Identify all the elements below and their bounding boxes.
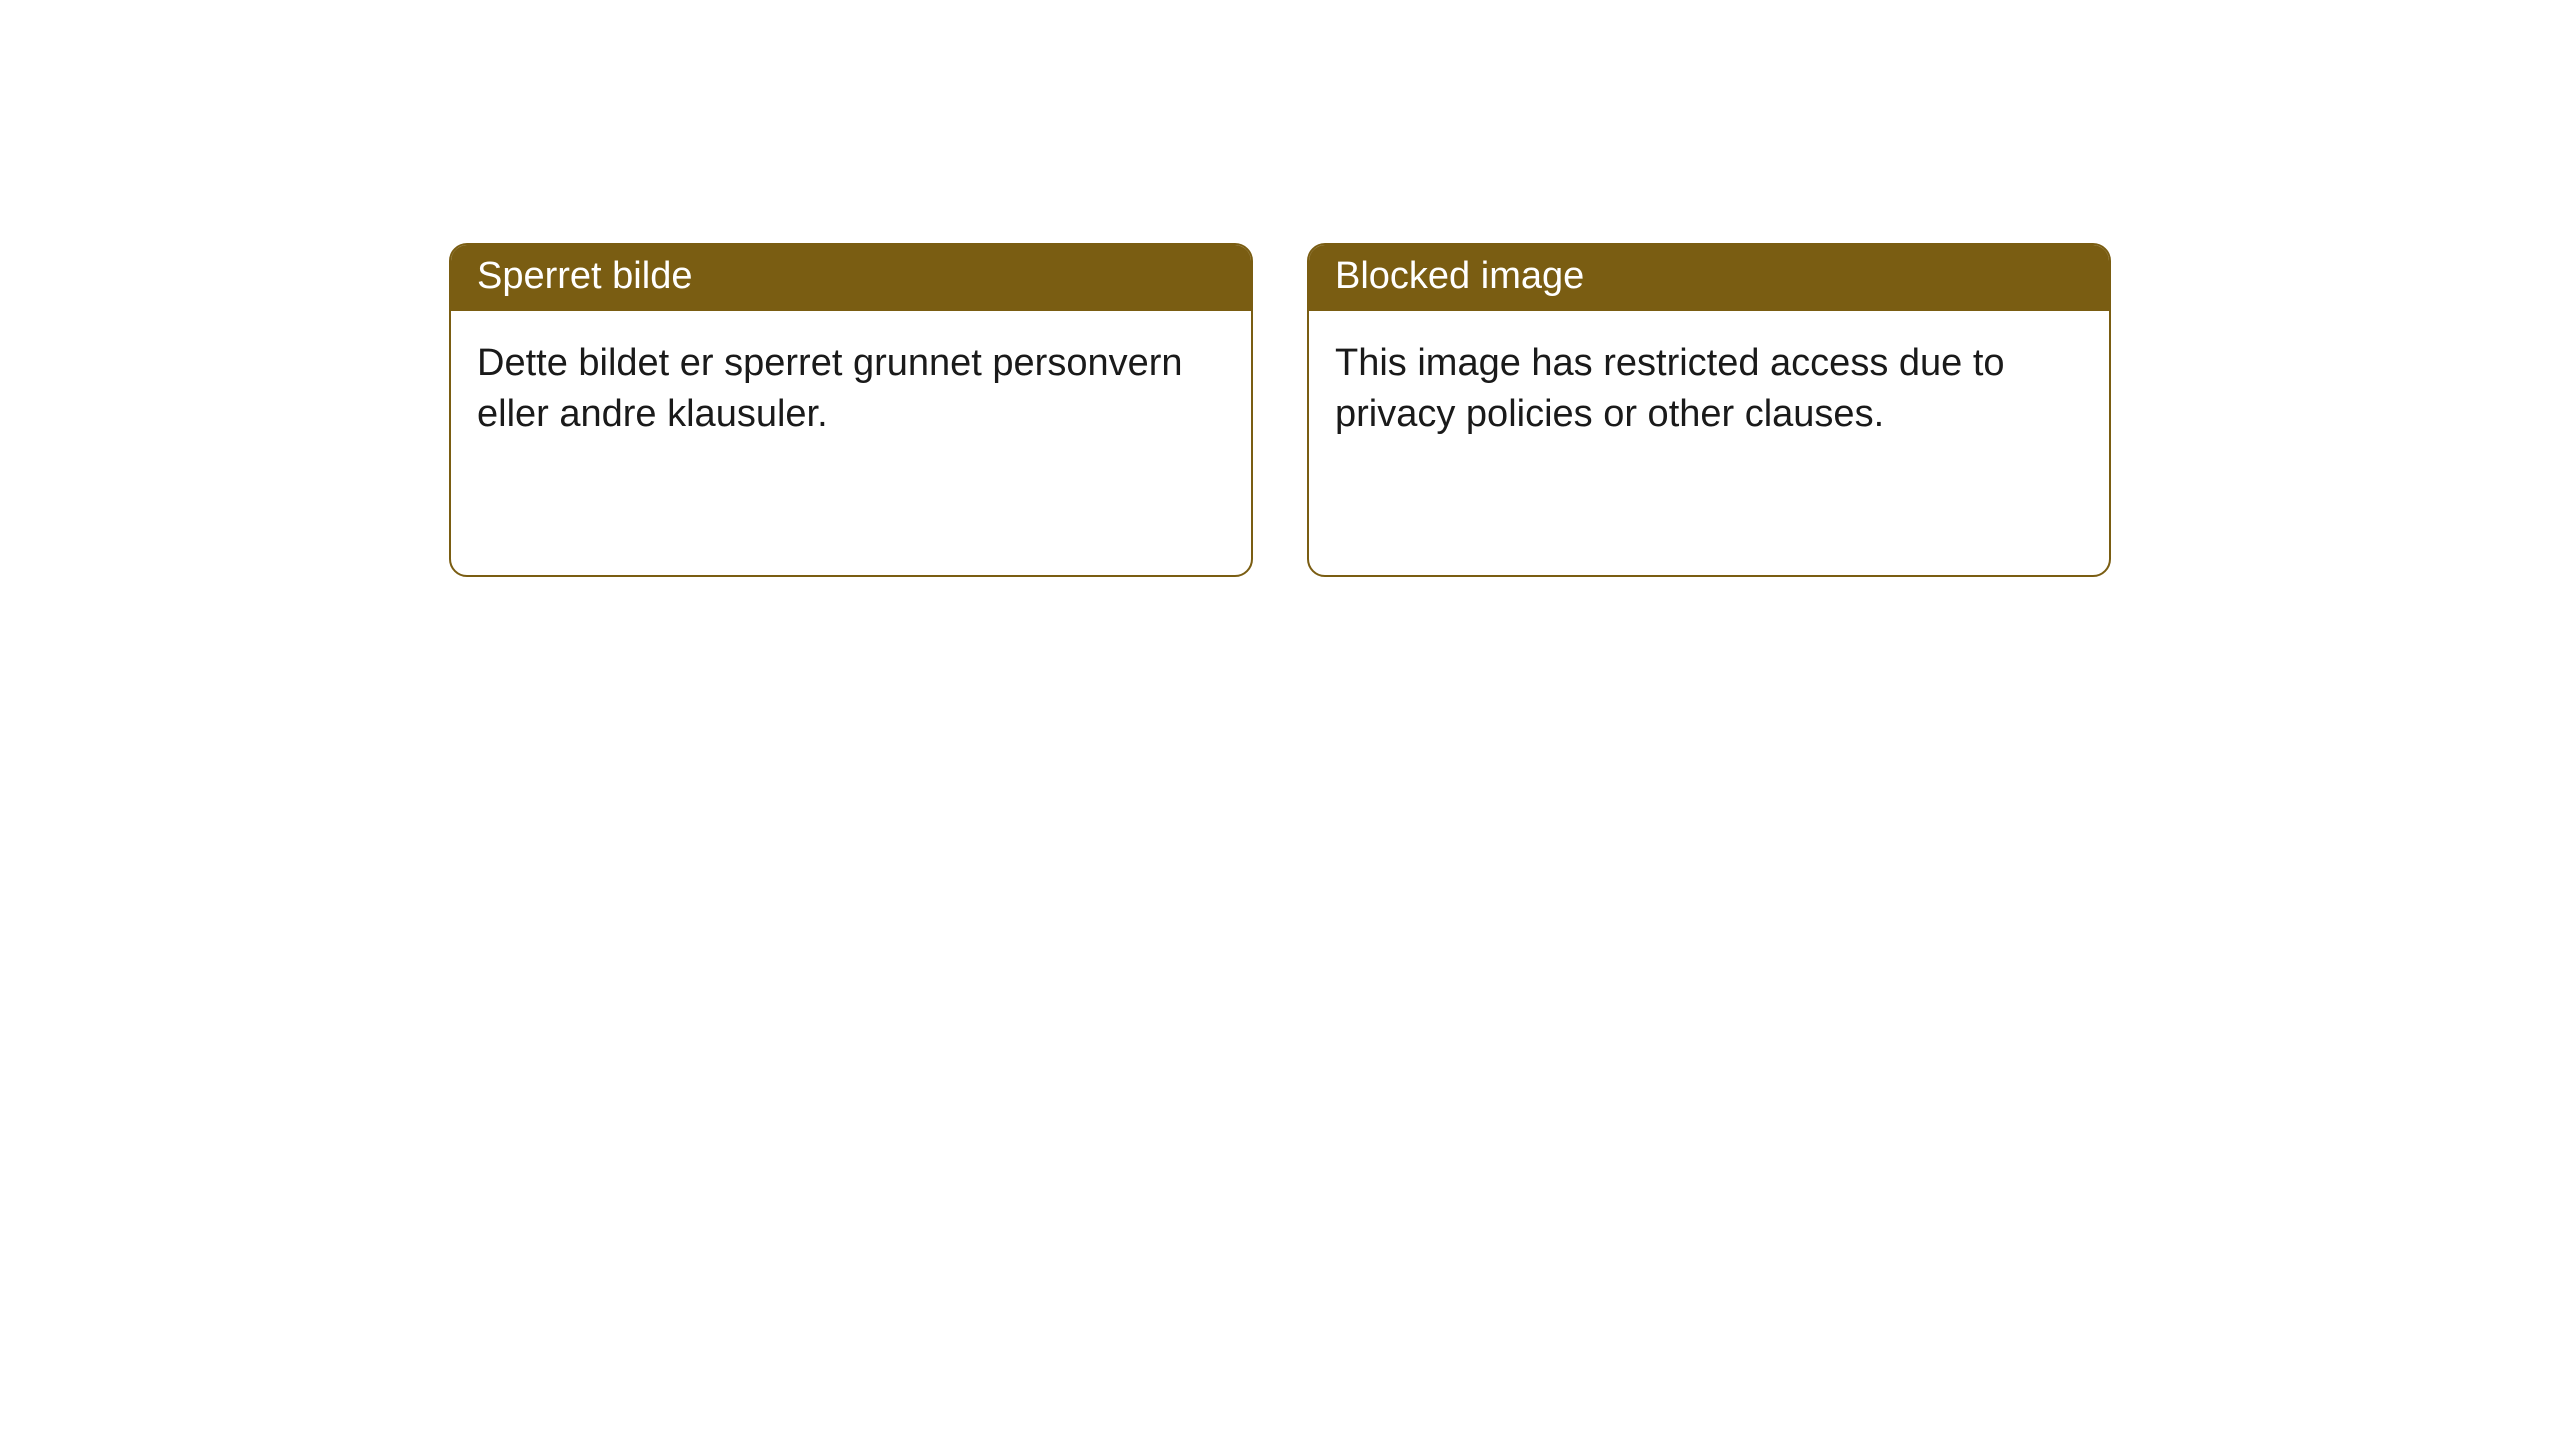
- notice-container: Sperret bilde Dette bildet er sperret gr…: [449, 243, 2111, 577]
- notice-card-english: Blocked image This image has restricted …: [1307, 243, 2111, 577]
- notice-body: Dette bildet er sperret grunnet personve…: [451, 311, 1251, 466]
- notice-header: Sperret bilde: [451, 245, 1251, 311]
- notice-card-norwegian: Sperret bilde Dette bildet er sperret gr…: [449, 243, 1253, 577]
- notice-header: Blocked image: [1309, 245, 2109, 311]
- notice-body: This image has restricted access due to …: [1309, 311, 2109, 466]
